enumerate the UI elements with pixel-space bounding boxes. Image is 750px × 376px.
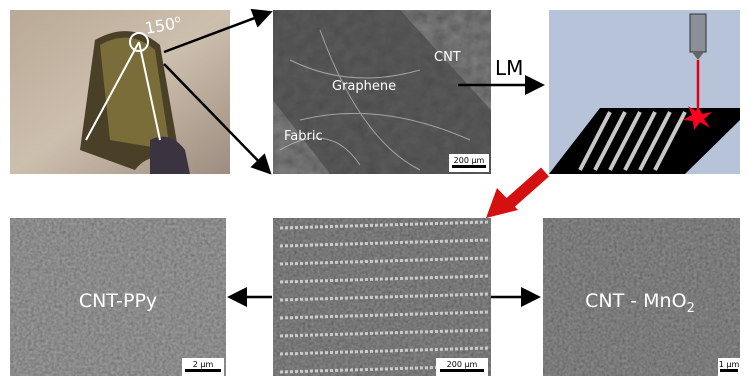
laser-schematic [549, 10, 740, 174]
sem-panel: 200 µm [273, 218, 491, 376]
scale-bar-label: 200 µm [454, 156, 485, 165]
figure: 150o Graphene CNT Fabric 200 µm CNT-PPy … [0, 0, 750, 376]
panel-label-subscript: 2 [687, 301, 695, 316]
region-label: Graphene [332, 79, 396, 94]
process-label: LM [495, 56, 523, 80]
panel-label: CNT-PPy [79, 290, 157, 312]
region-label: Fabric [284, 129, 323, 144]
panel-label-main: CNT - MnO [585, 290, 686, 312]
sem-panel: CNT - MnO2 1 µm [543, 218, 740, 376]
red-arrow [486, 172, 545, 218]
scale-bar-label: 200 µm [447, 360, 478, 369]
scale-bar-label: 1 µm [719, 360, 740, 369]
sem-panel: Graphene CNT Fabric 200 µm [273, 10, 491, 174]
photo-panel: 150o [10, 10, 230, 174]
region-label: CNT [434, 50, 461, 65]
sem-panel: CNT-PPy 2 µm [10, 218, 226, 376]
scale-bar-label: 2 µm [193, 360, 214, 369]
